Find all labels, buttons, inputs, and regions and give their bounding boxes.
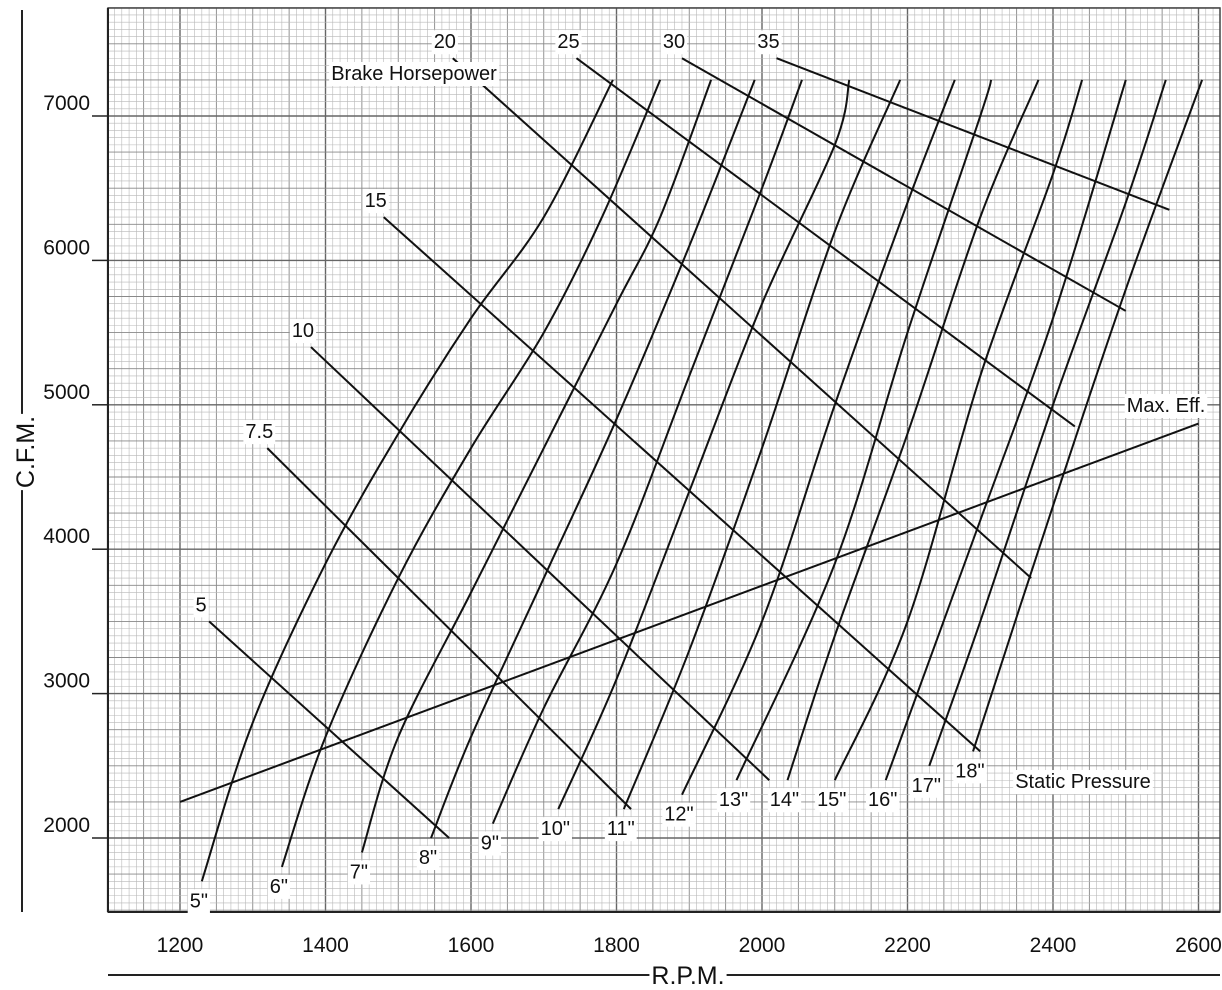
x-tick-label: 1800 <box>593 934 640 957</box>
horsepower-line <box>208 620 450 839</box>
static-pressure-label: 16" <box>868 789 897 811</box>
max-eff-label-bg <box>1124 394 1208 418</box>
static-pressure-curve <box>200 79 614 882</box>
horsepower-label-bg <box>362 189 389 214</box>
x-tick-label: 2600 <box>1175 934 1222 957</box>
static-pressure-label-bg <box>662 802 696 827</box>
horsepower-label-bg <box>660 30 688 55</box>
horsepower-label-bg <box>193 593 209 618</box>
y-title-group: C.F.M. <box>11 413 41 491</box>
horsepower-label-bg <box>289 319 317 344</box>
horsepower-line <box>383 216 981 753</box>
horsepower-label: 7.5 <box>245 421 273 443</box>
y-axis-title-bg <box>11 413 41 491</box>
x-axis-title-bg <box>649 961 727 990</box>
static-pressure-label: 13" <box>719 789 748 811</box>
static-pressure-label-bg <box>815 788 849 813</box>
static-pressure-label: 15" <box>817 789 846 811</box>
static-pressure-curve <box>681 79 956 796</box>
static-pressure-label-bg <box>716 788 751 813</box>
static-pressure-curve <box>557 79 851 810</box>
y-tick-label: 7000 <box>43 92 90 115</box>
static-pressure-label-bg <box>478 831 501 856</box>
axes: 1200 1400 1600 1800 2000 2200 2400 2600 2000 3000… <box>11 8 1222 990</box>
x-tick-label: 1400 <box>302 934 349 957</box>
static-pressure-label-bg <box>187 889 210 914</box>
horsepower-label: 30 <box>663 31 685 53</box>
x-axis-title: R.P.M. <box>651 962 724 990</box>
brake-horsepower-label-bg <box>329 62 500 86</box>
static-pressure-label: 5" <box>190 890 208 912</box>
static-pressure-curve <box>972 79 1204 752</box>
static-pressure-curve <box>786 79 1040 781</box>
x-tick-label: 2400 <box>1030 934 1077 957</box>
static-pressure-label-bg <box>416 846 440 870</box>
static-pressure-label: 6" <box>270 876 288 898</box>
x-tick-label: 2000 <box>739 934 786 957</box>
static-pressure-label: 8" <box>419 847 437 869</box>
curves-layer <box>179 57 1204 882</box>
horsepower-line <box>266 447 632 810</box>
horsepower-label: 5 <box>196 594 207 616</box>
horsepower-label: 35 <box>757 31 779 53</box>
static-pressure-label: 17" <box>912 775 941 797</box>
static-pressure-label: 9" <box>481 833 499 855</box>
static-pressure-curve <box>884 79 1127 781</box>
static-pressure-label: 11" <box>607 818 635 840</box>
brake-horsepower-label: Brake Horsepower <box>331 63 497 85</box>
static-pressure-curve <box>928 79 1167 767</box>
static-pressure-label-bg <box>604 817 637 842</box>
y-tick-label: 6000 <box>43 236 90 259</box>
horsepower-label: 15 <box>365 190 387 212</box>
static-pressure-label: 7" <box>350 861 368 883</box>
static-pressure-label-bg <box>267 874 290 899</box>
static-pressure-curve <box>360 79 713 853</box>
labels-layer: 5" 6" 7" 8" 9" 10" 11" 12" 13" 14" 15" 16" 17" 18" 5 7.… <box>187 30 1208 914</box>
static-pressure-label-bg <box>347 860 370 885</box>
horsepower-label: 20 <box>434 31 456 53</box>
static-pressure-label: 14" <box>770 789 799 811</box>
static-pressure-label: 18" <box>955 760 984 782</box>
horsepower-line <box>681 57 1127 312</box>
static-pressure-curve <box>491 79 803 825</box>
y-tick-label: 3000 <box>43 670 90 693</box>
static-pressure-label-bg <box>909 773 944 798</box>
y-tick-label: 5000 <box>43 381 90 404</box>
horsepower-line <box>452 57 1032 579</box>
y-tick-label: 2000 <box>43 814 90 837</box>
x-tick-label: 1600 <box>448 934 495 957</box>
static-pressure-curve <box>735 79 993 781</box>
horsepower-label-bg <box>431 30 458 55</box>
max-efficiency-line <box>179 422 1199 803</box>
static-pressure-label-bg <box>953 759 987 784</box>
horsepower-label: 25 <box>557 31 579 53</box>
horsepower-label-bg <box>755 30 782 55</box>
y-tick-label: 4000 <box>43 525 90 548</box>
horsepower-line <box>310 346 770 781</box>
static-pressure-curve <box>833 79 1084 781</box>
horsepower-line <box>575 57 1076 428</box>
max-eff-label: Max. Eff. <box>1127 395 1206 417</box>
static-pressure-label-bg <box>767 788 802 813</box>
static-pressure-label-bg <box>865 788 900 813</box>
static-pressure-curve <box>430 79 756 839</box>
static-pressure-label: 12" <box>664 804 693 826</box>
x-tick-label: 1200 <box>157 934 204 957</box>
static-pressure-series-label-bg <box>1013 770 1153 794</box>
x-tick-label: 2200 <box>884 934 931 957</box>
horsepower-line <box>776 57 1170 211</box>
static-pressure-label-bg <box>538 817 572 842</box>
y-axis-title: C.F.M. <box>12 416 40 488</box>
static-pressure-curve <box>622 79 902 810</box>
horsepower-label: 10 <box>292 320 314 342</box>
static-pressure-curve <box>280 79 662 868</box>
static-pressure-label: 10" <box>541 818 570 840</box>
horsepower-label-bg <box>555 30 582 55</box>
static-pressure-series-label: Static Pressure <box>1015 771 1151 793</box>
horsepower-label-bg <box>243 420 276 445</box>
